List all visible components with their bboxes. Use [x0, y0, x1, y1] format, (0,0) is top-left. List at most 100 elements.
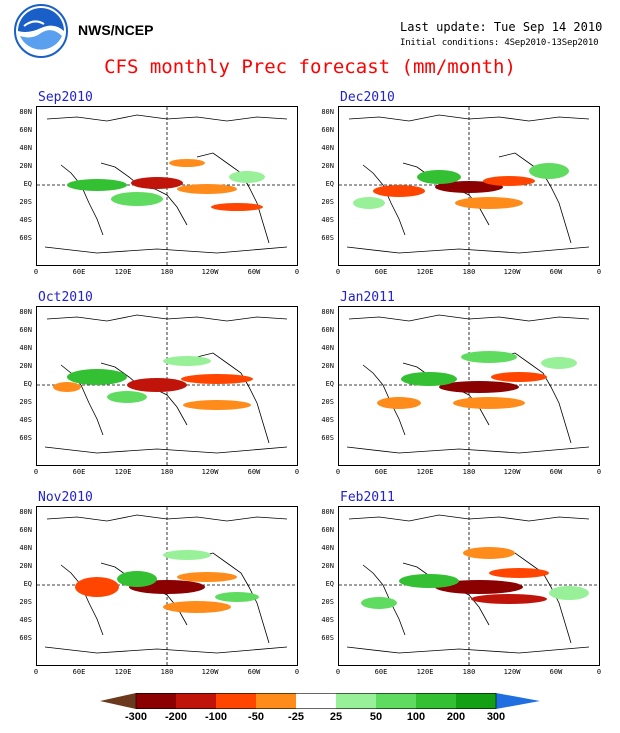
colorbar-cell	[136, 693, 176, 709]
lat-label: 20N	[19, 562, 32, 570]
lat-label: 80N	[19, 108, 32, 116]
lat-label: 20S	[321, 198, 334, 206]
colorbar-label: 100	[406, 711, 426, 723]
colorbar-label: 300	[486, 711, 506, 723]
lon-label: 0	[596, 268, 602, 276]
colorbar-cell	[416, 693, 456, 709]
lat-label: 60N	[19, 126, 32, 134]
lat-label: 40N	[19, 344, 32, 352]
lat-label: 40S	[19, 416, 32, 424]
lon-label: 60E	[72, 268, 86, 276]
lon-axis: 0 60E 120E 180 120W 60W 0	[34, 268, 299, 278]
lat-label: 40N	[321, 344, 334, 352]
colorbar-cell	[216, 693, 256, 709]
lon-label: 60E	[72, 468, 86, 476]
lat-label: 40S	[19, 216, 32, 224]
lon-label: 120W	[201, 268, 219, 276]
lat-label: 60N	[321, 126, 334, 134]
lon-axis: 0 60E 120E 180 120W 60W 0	[336, 268, 601, 278]
lon-axis: 0 60E 120E 180 120W 60W 0	[34, 668, 299, 678]
map-panel-oct2010	[36, 306, 298, 466]
lon-label: 180	[160, 668, 174, 676]
lat-label: 60N	[19, 326, 32, 334]
lon-axis: 0 60E 120E 180 120W 60W 0	[336, 468, 601, 478]
panel-title-oct2010: Oct2010	[38, 290, 93, 305]
colorbar-cell	[296, 693, 336, 709]
lon-label: 0	[335, 468, 341, 476]
lat-label: 20N	[19, 362, 32, 370]
lat-label: 20N	[321, 362, 334, 370]
colorbar-cell	[376, 693, 416, 709]
page-title: CFS monthly Prec forecast (mm/month)	[104, 56, 516, 78]
lon-label: 120E	[114, 468, 132, 476]
lon-label: 60E	[72, 668, 86, 676]
colorbar-cell	[176, 693, 216, 709]
lat-label: 60S	[321, 634, 334, 642]
lat-label: 60S	[19, 234, 32, 242]
lat-label: 60S	[19, 634, 32, 642]
colorbar-label: -50	[248, 711, 264, 723]
lon-label: 120E	[416, 268, 434, 276]
lon-label: 180	[160, 468, 174, 476]
colorbar-label: -100	[204, 711, 228, 723]
lon-label: 0	[33, 668, 39, 676]
lon-label: 0	[335, 668, 341, 676]
panel-title-sep2010: Sep2010	[38, 90, 93, 105]
last-update-text: Last update: Tue Sep 14 2010	[400, 20, 603, 34]
lat-label: EQ	[325, 380, 334, 388]
lat-label: 20S	[321, 598, 334, 606]
noaa-logo	[14, 4, 68, 58]
lat-label: 40S	[321, 216, 334, 224]
lon-label: 180	[462, 268, 476, 276]
map-panel-jan2011	[338, 306, 600, 466]
lon-label: 0	[596, 468, 602, 476]
lat-label: 20N	[321, 562, 334, 570]
colorbar-label: 200	[446, 711, 466, 723]
lat-label: 40S	[321, 416, 334, 424]
lat-label: 20S	[19, 198, 32, 206]
lat-label: EQ	[325, 580, 334, 588]
lon-label: 120E	[416, 468, 434, 476]
lon-label: 60E	[374, 668, 388, 676]
lon-label: 60W	[247, 668, 261, 676]
lon-label: 60W	[549, 668, 563, 676]
lat-label: 40N	[321, 144, 334, 152]
lon-label: 180	[160, 268, 174, 276]
lon-label: 0	[294, 668, 300, 676]
lat-label: EQ	[23, 180, 32, 188]
colorbar-label: -200	[164, 711, 188, 723]
lon-label: 120E	[114, 668, 132, 676]
colorbar-labels: -300 -200 -100 -50 -25 25 50 100 200 300	[100, 711, 540, 725]
lat-label: 40N	[321, 544, 334, 552]
colorbar-cell	[336, 693, 376, 709]
lon-label: 120W	[503, 668, 521, 676]
colorbar-cell	[256, 693, 296, 709]
lat-label: 20S	[321, 398, 334, 406]
lon-label: 0	[294, 268, 300, 276]
lon-label: 60E	[374, 468, 388, 476]
lat-label: 20S	[19, 598, 32, 606]
lat-label: 60N	[19, 526, 32, 534]
lat-label: 80N	[321, 508, 334, 516]
lon-label: 0	[294, 468, 300, 476]
lat-label: 20N	[321, 162, 334, 170]
lat-label: 60S	[321, 434, 334, 442]
colorbar-label: 25	[329, 711, 343, 723]
lat-label: EQ	[23, 580, 32, 588]
lon-label: 120E	[416, 668, 434, 676]
panel-title-dec2010: Dec2010	[340, 90, 395, 105]
lat-label: 40S	[19, 616, 32, 624]
initial-conditions-text: Initial conditions: 4Sep2010-13Sep2010	[400, 38, 599, 48]
colorbar-label: -300	[124, 711, 148, 723]
org-name: NWS/NCEP	[78, 22, 154, 38]
panel-title-feb2011: Feb2011	[340, 490, 395, 505]
lat-label: 20N	[19, 162, 32, 170]
lon-label: 120W	[503, 468, 521, 476]
colorbar-cell-dry-extreme	[100, 693, 136, 709]
map-panel-nov2010	[36, 506, 298, 666]
lon-label: 60W	[549, 268, 563, 276]
map-panel-feb2011	[338, 506, 600, 666]
lat-label: 60N	[321, 526, 334, 534]
lon-label: 0	[335, 268, 341, 276]
lon-axis: 0 60E 120E 180 120W 60W 0	[34, 468, 299, 478]
